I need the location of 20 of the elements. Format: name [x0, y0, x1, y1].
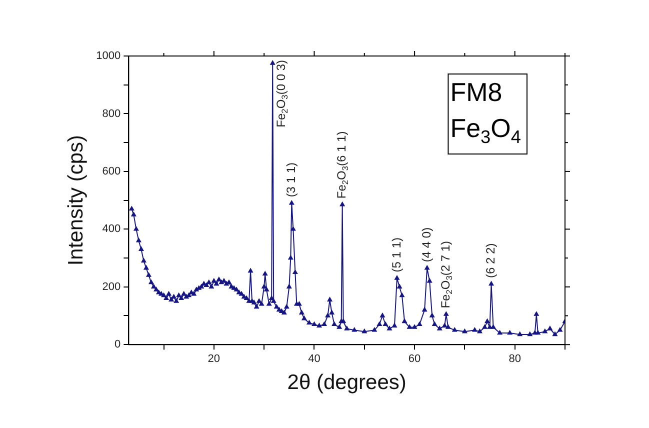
y-axis-title: Intensity (cps) — [64, 134, 88, 266]
annotation: Fe2O3(0 0 3) — [274, 60, 290, 128]
annotation: Fe2O3(6 1 1) — [334, 131, 350, 199]
y-tick-label: 400 — [102, 223, 121, 236]
annotation: (3 1 1) — [284, 162, 298, 198]
y-tick-label: 600 — [102, 165, 121, 178]
annotation: (5 1 1) — [389, 238, 404, 272]
x-tick-label: 20 — [208, 353, 220, 366]
y-tick-label: 1000 — [96, 50, 121, 62]
x-tick-label: 60 — [408, 353, 421, 366]
y-tick-label: 200 — [102, 280, 121, 293]
annotation: (6 2 2) — [484, 243, 498, 278]
annotation: Fe2O3(2 7 1) — [438, 240, 454, 308]
x-tick-label: 40 — [308, 353, 320, 366]
x-axis-title: 2θ (degrees) — [287, 371, 406, 394]
annotation: (4 4 0) — [419, 227, 434, 262]
y-tick-label: 800 — [102, 108, 121, 120]
y-tick-label: 0 — [114, 338, 121, 351]
x-tick-label: 80 — [508, 353, 521, 366]
annotation: FM8 — [450, 77, 502, 108]
